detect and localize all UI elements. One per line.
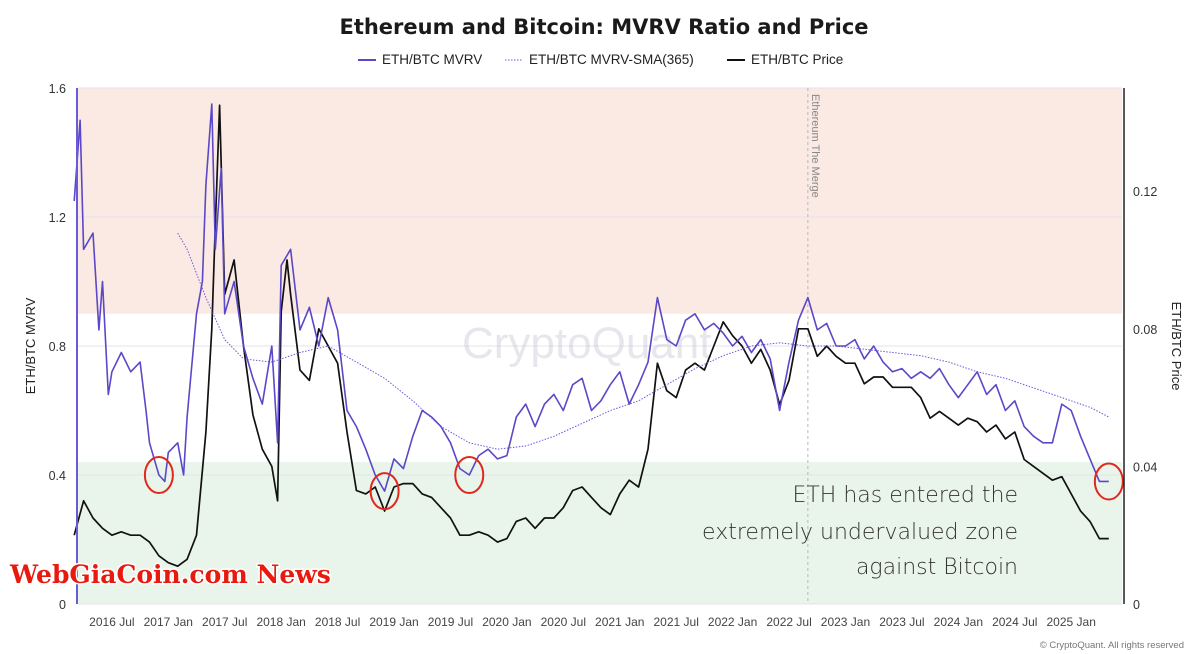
y-tick-right: 0.12 [1133, 185, 1157, 199]
y-tick-left: 0.4 [49, 469, 66, 483]
highlight-circle [143, 456, 174, 494]
y-tick-left: 0 [59, 598, 66, 612]
y-tick-right: 0 [1133, 598, 1140, 612]
x-tick: 2023 Jul [879, 615, 924, 629]
y-tick-right: 0.08 [1133, 323, 1157, 337]
annotation-line-1: ETH has entered the [792, 483, 1018, 508]
x-tick: 2017 Jan [144, 615, 193, 629]
x-tick: 2024 Jul [992, 615, 1037, 629]
price-line [73, 104, 1109, 568]
mvrv-line [73, 103, 1109, 492]
gridlines [78, 87, 1122, 605]
x-tick: 2020 Jan [482, 615, 531, 629]
highlight-circles [143, 456, 1124, 511]
right-y-ticks: 0 0.04 0.08 0.12 [1133, 185, 1157, 612]
y-tick-left: 1.6 [49, 82, 66, 96]
highlight-circle [454, 456, 485, 494]
legend-label-price: ETH/BTC Price [751, 52, 843, 67]
x-tick: 2024 Jan [934, 615, 983, 629]
series-layer [73, 103, 1110, 568]
x-tick: 2022 Jul [766, 615, 811, 629]
x-tick: 2022 Jan [708, 615, 757, 629]
zone-overvalued [78, 88, 1122, 314]
y-tick-left: 0.8 [49, 340, 66, 354]
y-tick-right: 0.04 [1133, 460, 1157, 474]
x-tick: 2018 Jan [256, 615, 305, 629]
cryptoquant-watermark: CryptoQuant [462, 319, 711, 368]
y-tick-left: 1.2 [49, 211, 66, 225]
x-tick: 2019 Jan [369, 615, 418, 629]
y-axis-title-right: ETH/BTC Price [1169, 302, 1184, 391]
x-ticks: 2016 Jul 2017 Jan 2017 Jul 2018 Jan 2018 Jul… [89, 615, 1096, 629]
x-tick: 2025 Jan [1047, 615, 1096, 629]
x-tick: 2016 Jul [89, 615, 134, 629]
x-tick: 2020 Jul [541, 615, 586, 629]
x-tick: 2018 Jul [315, 615, 360, 629]
annotation-line-2: extremely undervalued zone [702, 520, 1018, 545]
valuation-zones [78, 88, 1122, 604]
highlight-circle [369, 472, 400, 511]
annotation-line-3: against Bitcoin [856, 555, 1018, 580]
copyright-text: © CryptoQuant. All rights reserved [1040, 640, 1184, 651]
x-tick: 2021 Jul [653, 615, 698, 629]
merge-label: Ethereum The Merge [809, 94, 821, 198]
y-axis-title-left: ETH/BTC MVRV [23, 297, 38, 394]
site-watermark: WebGiaCoin.com News [9, 560, 331, 589]
chart-title: Ethereum and Bitcoin: MVRV Ratio and Pri… [339, 15, 868, 39]
x-tick: 2023 Jan [821, 615, 870, 629]
highlight-circle [1093, 462, 1124, 501]
legend-label-mvrv: ETH/BTC MVRV [382, 52, 482, 67]
legend: ETH/BTC MVRV ETH/BTC MVRV-SMA(365) ETH/B… [358, 52, 843, 67]
left-y-ticks: 0 0.4 0.8 1.2 1.6 [49, 82, 66, 612]
merge-event-line: Ethereum The Merge [807, 88, 821, 604]
annotation: ETH has entered the extremely undervalue… [702, 483, 1018, 580]
x-tick: 2017 Jul [202, 615, 247, 629]
x-tick: 2019 Jul [428, 615, 473, 629]
x-tick: 2021 Jan [595, 615, 644, 629]
zone-undervalued [78, 462, 1122, 604]
legend-label-sma: ETH/BTC MVRV-SMA(365) [529, 52, 694, 67]
